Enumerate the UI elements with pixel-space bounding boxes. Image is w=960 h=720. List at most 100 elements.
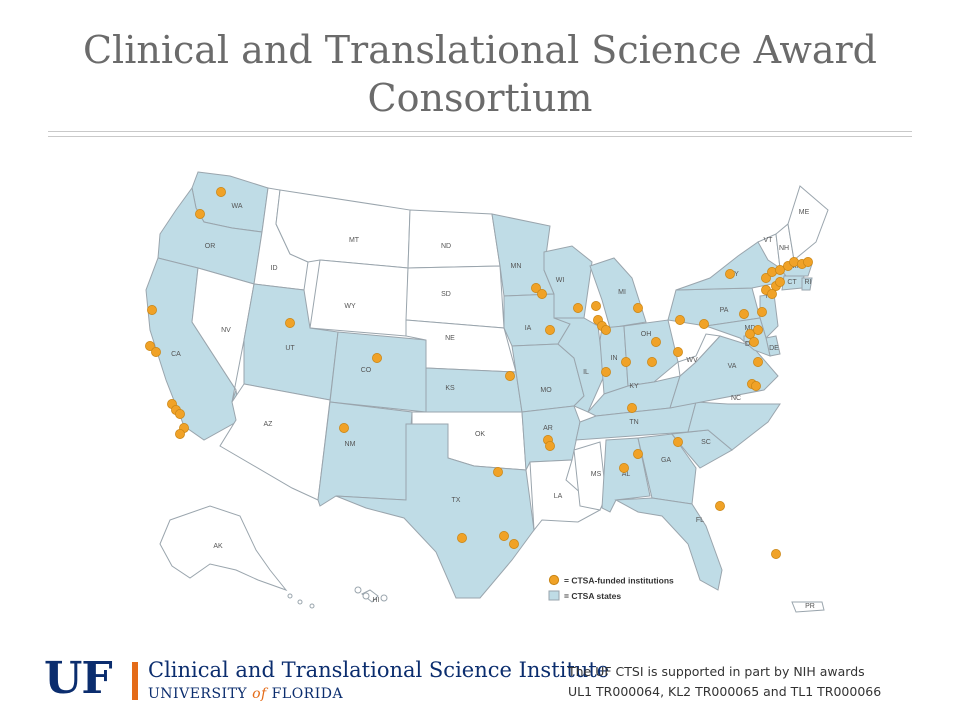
institution-dot	[339, 423, 349, 433]
institution-dot	[715, 501, 725, 511]
state-pr	[791, 601, 825, 613]
institution-dot	[509, 539, 519, 549]
institution-dot	[147, 305, 157, 315]
university-name: UNIVERSITY of FLORIDA	[148, 686, 343, 702]
state-labels-layer: WA OR CA NV ID MT WY UT AZ CO NM ND SD NE KS OK TX MN IA MO…	[171, 203, 815, 610]
university-prefix: UNIVERSITY	[148, 686, 253, 702]
institution-dot	[803, 257, 813, 267]
institution-dot	[499, 531, 509, 541]
institution-dot	[767, 289, 777, 299]
state-wy	[309, 259, 409, 337]
state-label-de: DE	[769, 345, 779, 352]
state-label-ar: AR	[543, 425, 553, 432]
institute-name: Clinical and Translational Science Insti…	[148, 658, 610, 682]
ctsa-map: WA OR CA NV ID MT WY UT AZ CO NM ND SD NE KS OK TX MN IA MO…	[140, 150, 840, 620]
uf-logo-mark: UF	[44, 653, 113, 704]
state-label-ca: CA	[171, 351, 181, 358]
state-label-ma: MA	[791, 263, 802, 270]
state-ak	[159, 505, 288, 592]
state-label-me: ME	[799, 209, 810, 216]
state-label-nm: NM	[345, 441, 356, 448]
institution-dot	[739, 309, 749, 319]
institution-dot	[145, 341, 155, 351]
state-wv	[677, 333, 722, 377]
state-label-hi: HI	[373, 597, 380, 604]
island-shape	[354, 586, 362, 594]
institution-dot	[753, 325, 763, 335]
institution-dot	[775, 277, 785, 287]
state-label-ri: RI	[805, 279, 812, 286]
state-co	[329, 331, 427, 413]
grant-line-2: UL1 TR000064, KL2 TR000065 and TL1 TR000…	[568, 684, 882, 699]
legend-states-label: = CTSA states	[564, 591, 621, 601]
island-shape	[362, 592, 370, 600]
state-oh	[623, 319, 679, 387]
state-tx	[335, 423, 535, 599]
state-label-id: ID	[271, 265, 278, 272]
state-label-fl: FL	[696, 517, 704, 524]
institution-dot	[627, 403, 637, 413]
state-label-tn: TN	[629, 419, 638, 426]
institution-dot	[673, 437, 683, 447]
institution-dot	[372, 353, 382, 363]
institution-dot	[775, 265, 785, 275]
institution-dot	[531, 283, 541, 293]
state-label-ak: AK	[213, 543, 223, 550]
institution-dot	[651, 337, 661, 347]
state-label-mn: MN	[511, 263, 522, 270]
institution-dot	[151, 347, 161, 357]
university-suffix: FLORIDA	[266, 686, 344, 702]
state-mi	[589, 257, 647, 329]
state-la	[529, 459, 601, 532]
state-mt	[275, 189, 411, 269]
state-label-sc: SC	[701, 439, 711, 446]
state-fl	[614, 497, 723, 591]
institution-dot	[753, 357, 763, 367]
state-label-vt: VT	[764, 237, 774, 244]
institution-dot	[175, 429, 185, 439]
title-divider	[48, 131, 912, 137]
state-label-oh: OH	[641, 331, 652, 338]
state-label-al: AL	[622, 471, 631, 478]
state-label-az: AZ	[264, 421, 274, 428]
state-label-va: VA	[728, 363, 737, 370]
state-label-ne: NE	[445, 335, 455, 342]
state-az	[219, 383, 331, 501]
institution-dot	[621, 357, 631, 367]
institution-dot	[505, 371, 515, 381]
state-label-nv: NV	[221, 327, 231, 334]
state-label-wa: WA	[231, 203, 242, 210]
slide-title: Clinical and Translational Science Award…	[0, 26, 960, 122]
grant-acknowledgement: The UF CTSI is supported in part by NIH …	[568, 662, 948, 702]
state-label-wi: WI	[556, 277, 565, 284]
institution-dot	[699, 319, 709, 329]
map-legend: = CTSA-funded institutions = CTSA states	[548, 574, 674, 601]
title-line-2: Consortium	[367, 76, 593, 120]
logo-divider-bar	[132, 662, 138, 700]
institution-dot	[751, 381, 761, 391]
island-shape	[287, 593, 293, 599]
state-nm	[317, 401, 413, 507]
state-label-mi: MI	[618, 289, 626, 296]
state-label-il: IL	[583, 369, 589, 376]
state-ri	[801, 277, 813, 291]
state-label-wy: WY	[344, 303, 356, 310]
institution-dot	[601, 325, 611, 335]
state-label-nd: ND	[441, 243, 451, 250]
state-label-tx: TX	[452, 497, 461, 504]
institution-dot	[675, 315, 685, 325]
institution-dots-layer	[145, 187, 813, 559]
institution-dot	[601, 367, 611, 377]
institution-dot	[285, 318, 295, 328]
state-label-pa: PA	[720, 307, 729, 314]
state-label-pr: PR	[805, 603, 815, 610]
state-label-co: CO	[361, 367, 372, 374]
state-label-ga: GA	[661, 457, 671, 464]
state-label-ok: OK	[475, 431, 485, 438]
grant-line-1: The UF CTSI is supported in part by NIH …	[568, 664, 865, 679]
state-label-ms: MS	[591, 471, 602, 478]
state-il	[553, 317, 605, 413]
institution-dot	[749, 337, 759, 347]
state-label-mo: MO	[540, 387, 552, 394]
university-of: of	[252, 686, 267, 702]
